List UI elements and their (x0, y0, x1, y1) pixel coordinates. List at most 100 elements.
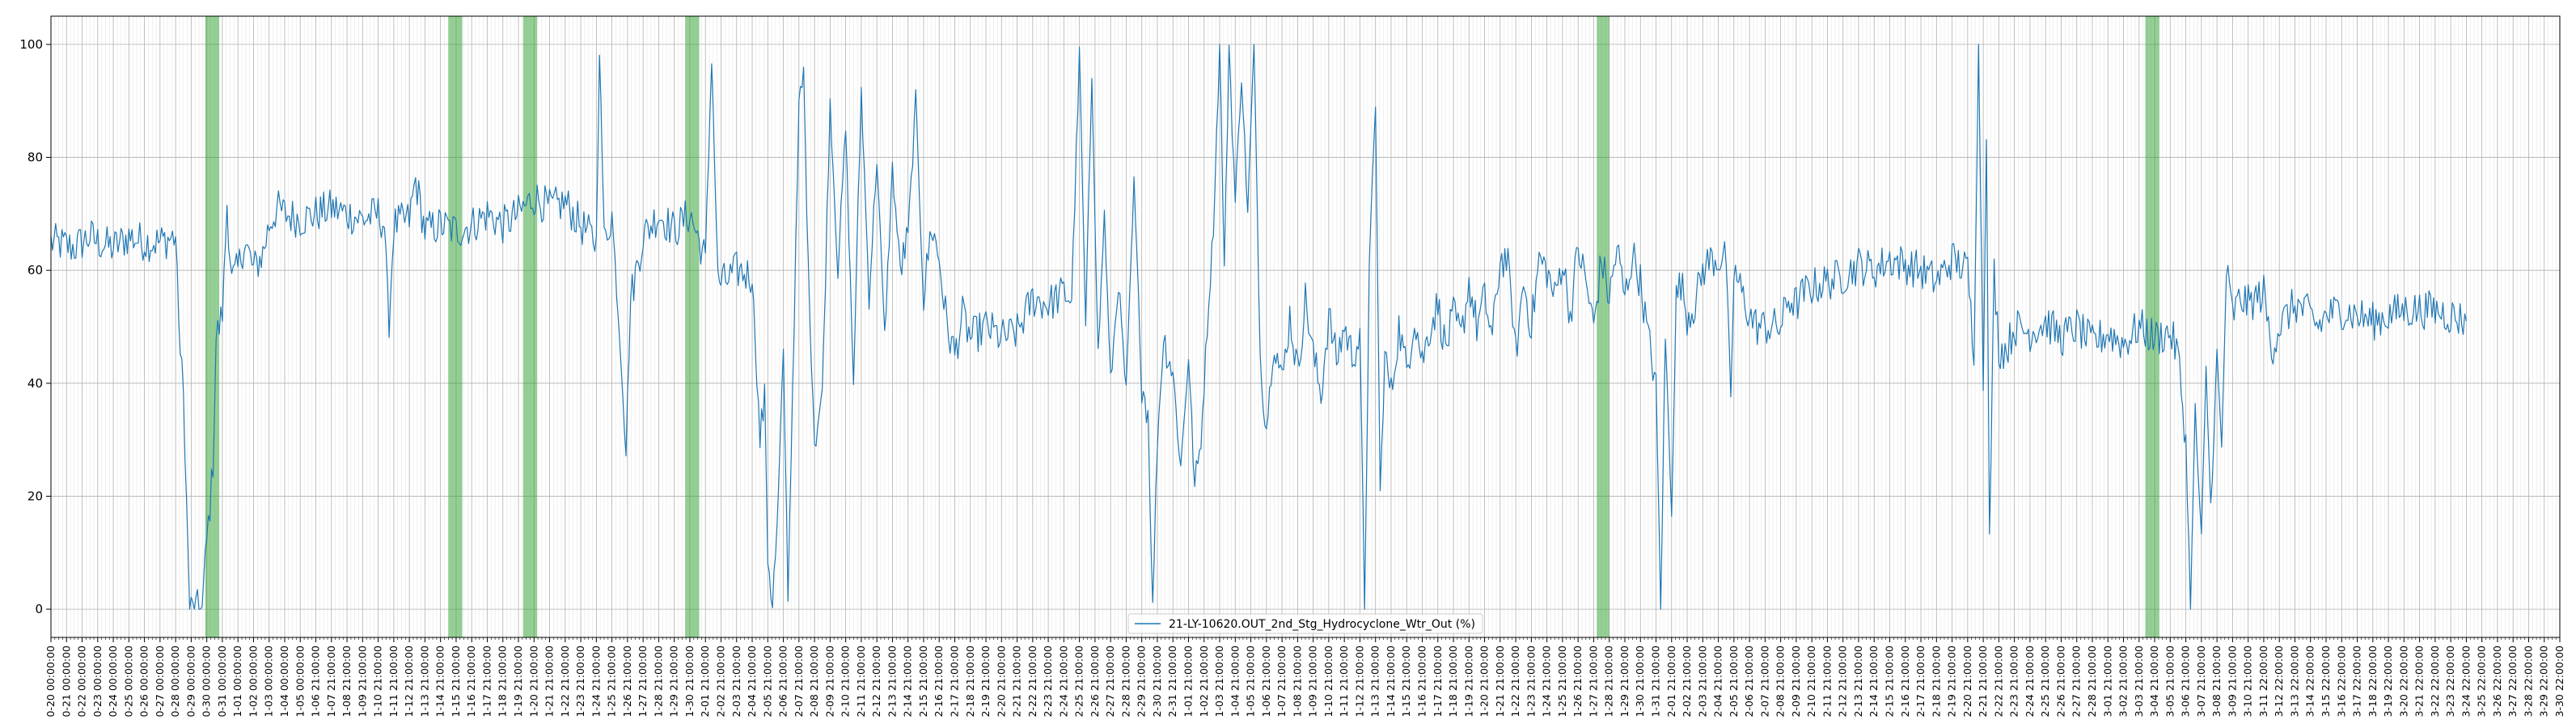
x-tick-label: 2-24 21:00:00 (1057, 645, 1069, 717)
x-tick-label: 2-07 21:00:00 (1758, 645, 1770, 717)
x-tick-label: 1-15 21:00:00 (450, 645, 462, 717)
x-tick-label: 1-24 21:00:00 (1541, 645, 1553, 717)
x-tick-label: 3-11 22:00:00 (2257, 645, 2269, 717)
x-tick-label: 2-17 21:00:00 (948, 645, 960, 717)
x-tick-label: 2-10 21:00:00 (840, 645, 852, 717)
x-tick-label: 2-11 21:00:00 (1821, 645, 1833, 717)
x-tick-label: 2-19 21:00:00 (1946, 645, 1958, 717)
x-tick-label: 2-06 21:00:00 (777, 645, 789, 717)
x-tick-label: 3-16 22:00:00 (2335, 645, 2347, 717)
x-tick-label: 1-13 21:00:00 (418, 645, 430, 717)
x-tick-label: 1-20 21:00:00 (1478, 645, 1491, 717)
x-tick-label: 1-16 21:00:00 (465, 645, 477, 717)
x-tick-label: 2-16 21:00:00 (933, 645, 945, 717)
x-tick-label: 2-11 21:00:00 (855, 645, 867, 717)
x-tick-label: 3-13 22:00:00 (2288, 645, 2300, 717)
highlight-span (1597, 16, 1609, 637)
x-tick-label: 2-22 21:00:00 (1026, 645, 1038, 717)
highlight-span (522, 16, 538, 637)
minor-grid (54, 16, 2557, 637)
x-tick-label: 2-16 21:00:00 (1899, 645, 1911, 717)
x-tick-label: 1-06 21:00:00 (1260, 645, 1272, 717)
x-tick-label: 1-02 21:00:00 (1198, 645, 1210, 717)
x-tick-label: 2-02 21:00:00 (1681, 645, 1693, 717)
x-tick-label: 3-26 22:00:00 (2491, 645, 2503, 717)
x-tick-label: 1-03 00:00:00 (263, 645, 275, 717)
legend: 21-LY-10620.OUT_2nd_Stg_Hydrocyclone_Wtr… (1127, 613, 1483, 634)
x-tick-label: 1-17 21:00:00 (1432, 645, 1444, 717)
x-tick-label: 2-12 21:00:00 (1837, 645, 1849, 717)
x-tick-label: 1-26 21:00:00 (1571, 645, 1584, 717)
x-tick-label: 3-23 22:00:00 (2444, 645, 2456, 717)
x-tick-label: 1-11 21:00:00 (1338, 645, 1350, 717)
x-tick-label: 3-09 21:00:00 (2226, 645, 2238, 717)
x-tick-label: 2-04 21:00:00 (1712, 645, 1724, 717)
x-tick-label: 2-09 21:00:00 (1790, 645, 1802, 717)
x-tick-label: 3-22 22:00:00 (2429, 645, 2441, 717)
series-line (50, 44, 2467, 610)
x-tick-label: 1-18 21:00:00 (497, 645, 509, 717)
x-tick-label: 3-21 22:00:00 (2413, 645, 2426, 717)
x-tick-label: 1-17 21:00:00 (480, 645, 493, 717)
x-tick-label: 0-27 00:00:00 (154, 645, 166, 717)
x-tick-label: 0-25 00:00:00 (122, 645, 134, 717)
x-tick-label: 1-05 21:00:00 (1245, 645, 1257, 717)
x-tick-label: 3-19 22:00:00 (2382, 645, 2394, 717)
highlight-span (205, 16, 220, 637)
x-tick-label: 2-23 21:00:00 (1042, 645, 1054, 717)
x-tick-label: 2-15 21:00:00 (1884, 645, 1896, 717)
x-tick-label: 3-07 21:00:00 (2195, 645, 2207, 717)
x-tick-label: 3-03 21:00:00 (2133, 645, 2145, 717)
x-tick-label: 0-20 00:00:00 (44, 645, 57, 717)
x-tick-label: 2-23 21:00:00 (2008, 645, 2020, 717)
x-tick-label: 1-31 21:00:00 (1650, 645, 1662, 717)
x-tick-label: 2-07 21:00:00 (793, 645, 805, 717)
x-tick-label: 3-12 22:00:00 (2273, 645, 2285, 717)
x-tick-label: 1-01 21:00:00 (1182, 645, 1194, 717)
x-tick-label: 2-21 21:00:00 (1011, 645, 1023, 717)
x-tick-label: 2-25 21:00:00 (1073, 645, 1085, 717)
x-tick-label: 1-04 00:00:00 (278, 645, 290, 717)
y-tick-label: 100 (19, 37, 43, 52)
x-tick-label: 2-19 21:00:00 (979, 645, 992, 717)
y-tick-label: 80 (27, 150, 43, 165)
x-tick-label: 2-09 21:00:00 (823, 645, 835, 717)
x-tick-label: 1-14 21:00:00 (434, 645, 446, 717)
x-tick-label: 1-20 21:00:00 (527, 645, 539, 717)
x-tick-label: 2-18 21:00:00 (964, 645, 976, 717)
x-tick-label: 1-04 21:00:00 (1229, 645, 1241, 717)
x-tick-label: 1-06 21:00:00 (310, 645, 322, 717)
x-tick-label: 2-25 21:00:00 (2039, 645, 2051, 717)
x-tick-label: 2-06 21:00:00 (1743, 645, 1755, 717)
y-tick-label: 20 (27, 489, 43, 503)
x-tick-label: 2-08 21:00:00 (1774, 645, 1787, 717)
x-tick-label: 3-17 22:00:00 (2351, 645, 2363, 717)
x-tick-label: 2-20 21:00:00 (1961, 645, 1973, 717)
x-tick-label: 2-02 21:00:00 (714, 645, 726, 717)
x-tick-label: 1-18 21:00:00 (1447, 645, 1459, 717)
x-tick-label: 1-25 21:00:00 (1556, 645, 1568, 717)
x-tick-label: 1-08 21:00:00 (1291, 645, 1303, 717)
x-tick-label: 2-26 21:00:00 (1089, 645, 1101, 717)
highlight-spans (205, 16, 2159, 637)
x-tick-label: 3-27 22:00:00 (2506, 645, 2519, 717)
x-tick-label: 2-10 21:00:00 (1805, 645, 1817, 717)
x-tick-label: 0-29 00:00:00 (184, 645, 197, 717)
x-tick-label: 1-12 21:00:00 (403, 645, 415, 717)
y-tick-label: 60 (27, 263, 43, 277)
x-tick-label: 1-16 21:00:00 (1416, 645, 1428, 717)
x-tick-label: 1-21 21:00:00 (544, 645, 556, 717)
x-tick-label: 1-02 00:00:00 (247, 645, 259, 717)
x-tick-label: 3-24 22:00:00 (2460, 645, 2472, 717)
legend-box (1127, 613, 1483, 634)
x-tick-label: 0-21 00:00:00 (60, 645, 72, 717)
series-layer (50, 44, 2467, 610)
x-tick-label: 1-19 21:00:00 (1462, 645, 1474, 717)
x-tick-label: 2-12 21:00:00 (870, 645, 882, 717)
x-tick-label: 2-26 21:00:00 (2054, 645, 2066, 717)
x-tick-label: 2-03 21:00:00 (730, 645, 742, 717)
legend-label: 21-LY-10620.OUT_2nd_Stg_Hydrocyclone_Wtr… (1169, 618, 1475, 631)
x-tick-label: 1-10 21:00:00 (372, 645, 384, 717)
x-tick-label: 2-01 21:00:00 (699, 645, 711, 717)
